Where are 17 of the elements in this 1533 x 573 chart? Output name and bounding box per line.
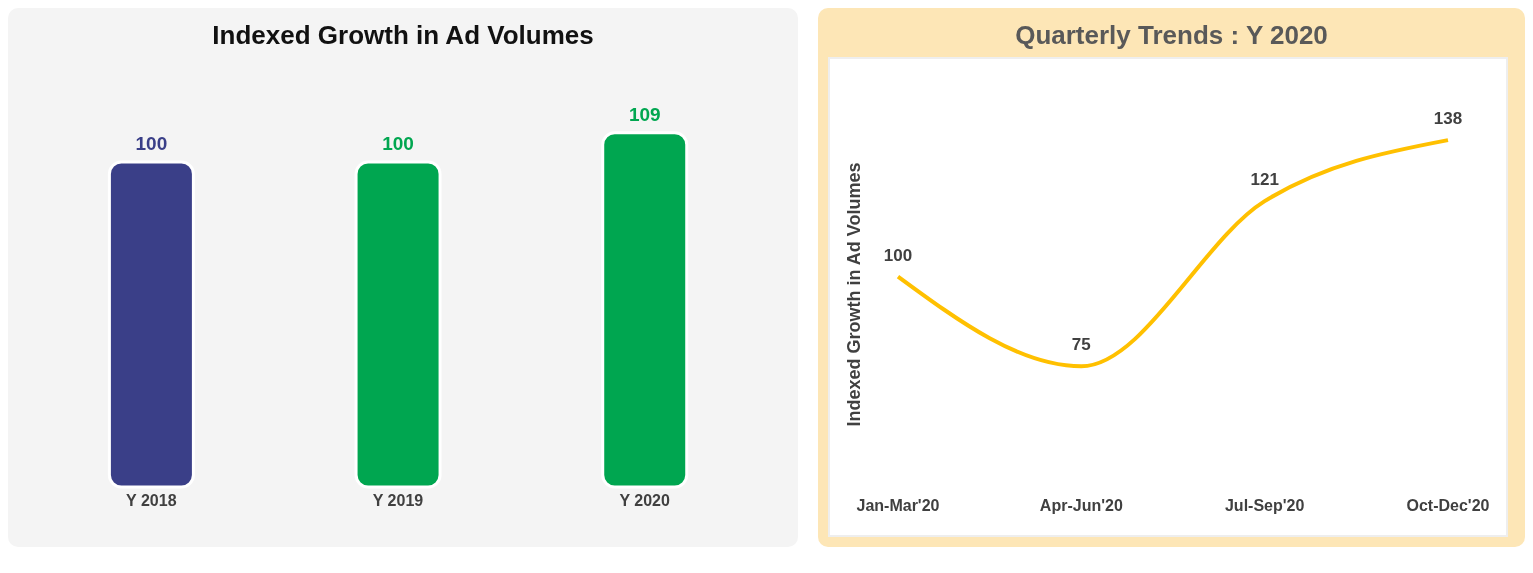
data-label: 100 xyxy=(135,133,168,154)
x-tick-label: Jul-Sep'20 xyxy=(1224,497,1305,515)
x-tick-label: Y 2019 xyxy=(372,492,424,510)
x-tick-label: Y 2018 xyxy=(126,492,177,510)
data-label: 75 xyxy=(1071,335,1091,355)
chart-title: Indexed Growth in Ad Volumes xyxy=(211,19,595,52)
data-label: 109 xyxy=(628,103,661,125)
x-tick-label: Y 2020 xyxy=(619,492,670,510)
chart-title: Quarterly Trends : Y 2020 xyxy=(1014,19,1329,52)
data-label: 100 xyxy=(382,133,414,154)
x-tick-label: Jan-Mar'20 xyxy=(856,497,940,515)
data-label: 100 xyxy=(883,245,913,265)
y-axis-title: Indexed Growth in Ad Volumes xyxy=(844,162,864,427)
x-tick-label: Apr-Jun'20 xyxy=(1039,497,1123,515)
x-tick-label: Oct-Dec'20 xyxy=(1406,497,1490,515)
data-label: 121 xyxy=(1250,170,1279,190)
data-label: 138 xyxy=(1433,109,1463,129)
